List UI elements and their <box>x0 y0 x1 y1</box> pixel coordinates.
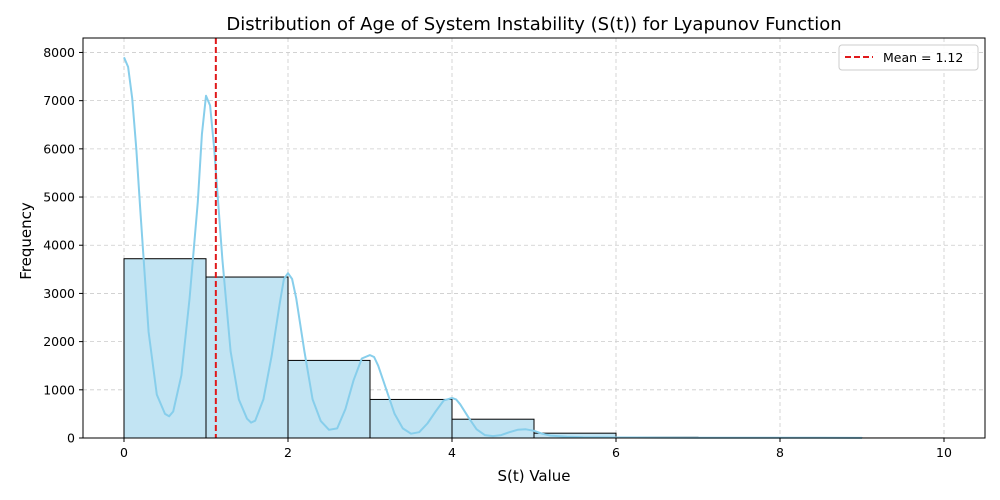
x-tick-label: 10 <box>936 445 952 460</box>
x-tick-label: 0 <box>120 445 128 460</box>
y-tick-label: 5000 <box>43 190 75 205</box>
y-tick-label: 4000 <box>43 238 75 253</box>
histogram-bar <box>205 276 289 439</box>
y-tick-label: 6000 <box>43 141 75 156</box>
y-tick-label: 8000 <box>43 45 75 60</box>
y-tick-label: 7000 <box>43 93 75 108</box>
x-tick-label: 4 <box>448 445 456 460</box>
kde-curve <box>123 56 863 439</box>
plot-frame <box>82 37 986 439</box>
y-axis-label: Frequency <box>17 202 35 280</box>
legend-mean-label: Mean = 1.12 <box>883 50 963 65</box>
kde-line <box>123 56 863 439</box>
axis-ticks: 0 2 4 6 8 10 0 1000 2000 3000 4000 5000 6000 7000 8000 <box>43 45 952 460</box>
chart-title: Distribution of Age of System Instabilit… <box>226 14 841 35</box>
legend: Mean = 1.12 <box>838 44 979 71</box>
y-tick-label: 2000 <box>43 334 75 349</box>
x-tick-label: 6 <box>612 445 620 460</box>
x-tick-label: 8 <box>776 445 784 460</box>
legend-box <box>838 44 979 71</box>
histogram-bar <box>123 258 207 439</box>
x-axis-label: S(t) Value <box>497 467 570 485</box>
y-tick-label: 0 <box>67 431 75 446</box>
histogram-bars <box>123 258 945 439</box>
x-tick-label: 2 <box>284 445 292 460</box>
y-tick-label: 1000 <box>43 382 75 397</box>
y-tick-label: 3000 <box>43 286 75 301</box>
